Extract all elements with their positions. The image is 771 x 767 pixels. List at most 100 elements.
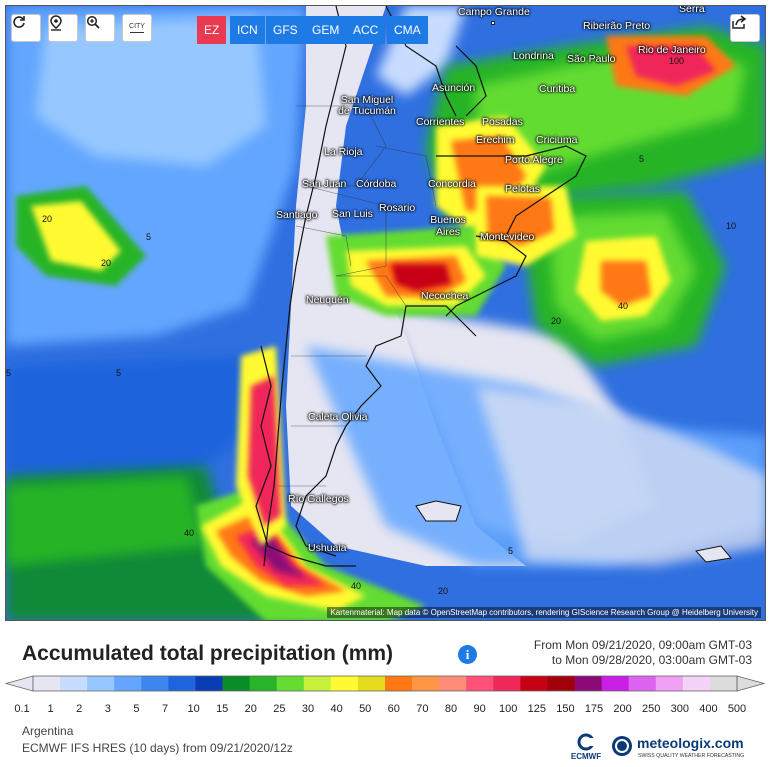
model-button-gem[interactable]: GEM xyxy=(305,16,347,44)
south-georgia xyxy=(695,545,732,563)
legend-swatch xyxy=(601,676,630,691)
province-borders xyxy=(278,105,437,487)
city-label[interactable]: Montevideo xyxy=(480,231,535,243)
zoom-icon xyxy=(86,15,100,29)
legend-tick-label: 80 xyxy=(444,703,458,715)
share-button[interactable] xyxy=(730,14,760,42)
city-label[interactable]: Neuquén xyxy=(306,294,349,306)
contour-label: 40 xyxy=(618,301,629,311)
model-button-gfs[interactable]: GFS xyxy=(266,16,305,44)
legend-swatch xyxy=(466,676,494,691)
model-button-ez[interactable]: EZ xyxy=(197,16,227,44)
contour-label: 20 xyxy=(551,316,562,326)
legend-tick-label: 70 xyxy=(416,703,429,715)
legend-tick-label: 500 xyxy=(727,703,747,715)
legend-tick-label: 40 xyxy=(330,703,343,715)
legend-swatch xyxy=(222,676,251,691)
legend-tick-label: 200 xyxy=(613,703,632,715)
legend-swatch xyxy=(385,676,413,691)
city-label[interactable]: Londrina xyxy=(513,50,554,62)
city-label[interactable]: Córdoba xyxy=(356,178,397,190)
legend-swatch xyxy=(60,676,88,691)
city-label[interactable]: Pelotas xyxy=(505,183,541,195)
legend-tick-label: 0.1 xyxy=(14,703,30,715)
ecmwf-logo: ECMWF xyxy=(571,733,601,761)
contour-label: 5 xyxy=(508,546,514,556)
legend-swatch xyxy=(87,676,115,691)
legend-swatch xyxy=(439,676,467,691)
city-label[interactable]: Caleta Olivia xyxy=(308,411,368,423)
city-toggle-rule xyxy=(130,32,144,33)
city-label[interactable]: Rosario xyxy=(379,202,416,214)
reload-button[interactable] xyxy=(11,14,41,42)
city-label[interactable]: Río Gallegos xyxy=(288,493,349,505)
legend-swatch xyxy=(141,676,169,691)
city-label[interactable]: San Luis xyxy=(332,208,373,220)
map-attribution: Kartenmaterial: Map data © OpenStreetMap… xyxy=(327,607,761,618)
brand-name: meteologix.com xyxy=(637,735,744,751)
city-label[interactable]: Porto Alegre xyxy=(505,154,563,166)
legend-swatch xyxy=(249,676,278,691)
city-toggle-button[interactable]: CITY xyxy=(122,14,152,42)
legend-swatch xyxy=(168,676,196,691)
city-label[interactable]: Ushuaia xyxy=(308,542,347,554)
contour-label: 5 xyxy=(6,368,12,378)
legend-swatch xyxy=(682,676,711,691)
city-label[interactable]: Corrientes xyxy=(416,116,465,128)
chart-title: Accumulated total precipitation (mm) xyxy=(22,642,394,665)
legend-tick-label: 25 xyxy=(273,703,286,715)
precipitation-map[interactable]: 5 5 5 5 20 5 40 40 20 20 20 100 40 10 Ca… xyxy=(5,5,766,621)
city-label[interactable]: Campo Grande xyxy=(458,6,530,18)
city-label[interactable]: Necochea xyxy=(421,290,469,302)
reload-icon xyxy=(13,16,25,28)
legend-tick-label: 7 xyxy=(161,703,169,715)
model-button-cma[interactable]: CMA xyxy=(387,16,428,44)
city-label[interactable]: Buenos Aires xyxy=(430,214,466,238)
legend-swatch xyxy=(33,676,61,691)
contour-label: 5 xyxy=(639,154,645,164)
city-label[interactable]: Serra xyxy=(679,5,705,15)
legend-swatch xyxy=(114,676,142,691)
legend-swatch xyxy=(303,676,332,691)
legend-swatch xyxy=(276,676,305,691)
city-label[interactable]: Erechim xyxy=(476,134,515,146)
contour-label: 20 xyxy=(101,258,112,268)
city-label[interactable]: Posadas xyxy=(482,116,523,128)
info-icon[interactable]: i xyxy=(458,645,477,664)
date-from: From Mon 09/21/2020, 09:00am GMT-03 xyxy=(533,638,752,652)
city-label[interactable]: Santiago xyxy=(276,209,318,221)
city-label[interactable]: Criciuma xyxy=(536,134,578,146)
region-label: Argentina xyxy=(22,724,74,738)
city-marker xyxy=(491,21,495,25)
city-label[interactable]: La Rioja xyxy=(324,146,363,158)
city-label[interactable]: Rio de Janeiro xyxy=(638,44,706,56)
city-label[interactable]: San Miguel de Tucumán xyxy=(338,94,396,117)
zoom-button[interactable] xyxy=(85,14,115,42)
city-label[interactable]: Concordia xyxy=(428,178,476,190)
model-button-acc[interactable]: ACC xyxy=(346,16,386,44)
legend-swatch xyxy=(655,676,684,691)
color-legend xyxy=(4,675,766,692)
legend-swatch xyxy=(493,676,521,691)
contour-label: 100 xyxy=(669,56,685,66)
map-canvas xyxy=(6,6,765,620)
share-icon xyxy=(732,15,747,29)
city-label[interactable]: Curitiba xyxy=(539,83,576,95)
legend-tick-label: 10 xyxy=(187,703,200,715)
location-button[interactable] xyxy=(48,14,78,42)
model-button-icn[interactable]: ICN xyxy=(230,16,265,44)
contour-label: 20 xyxy=(438,586,449,596)
legend-tick-label: 175 xyxy=(584,703,604,715)
legend-tick-label: 90 xyxy=(473,703,486,715)
city-label[interactable]: São Paulo xyxy=(567,53,616,65)
legend-swatch xyxy=(628,676,657,691)
city-label[interactable]: Asunción xyxy=(432,82,476,94)
legend-tick-label: 300 xyxy=(670,703,689,715)
city-label[interactable]: San Juan xyxy=(302,178,347,190)
legend-swatch xyxy=(330,676,359,691)
date-to: to Mon 09/28/2020, 03:00am GMT-03 xyxy=(551,653,752,667)
meteologix-logo[interactable]: meteologix.com SWISS QUALITY WEATHER FOR… xyxy=(610,730,760,762)
city-label[interactable]: Ribeirão Preto xyxy=(583,20,651,32)
contour-label: 40 xyxy=(351,581,362,591)
legend-swatch xyxy=(195,676,224,691)
